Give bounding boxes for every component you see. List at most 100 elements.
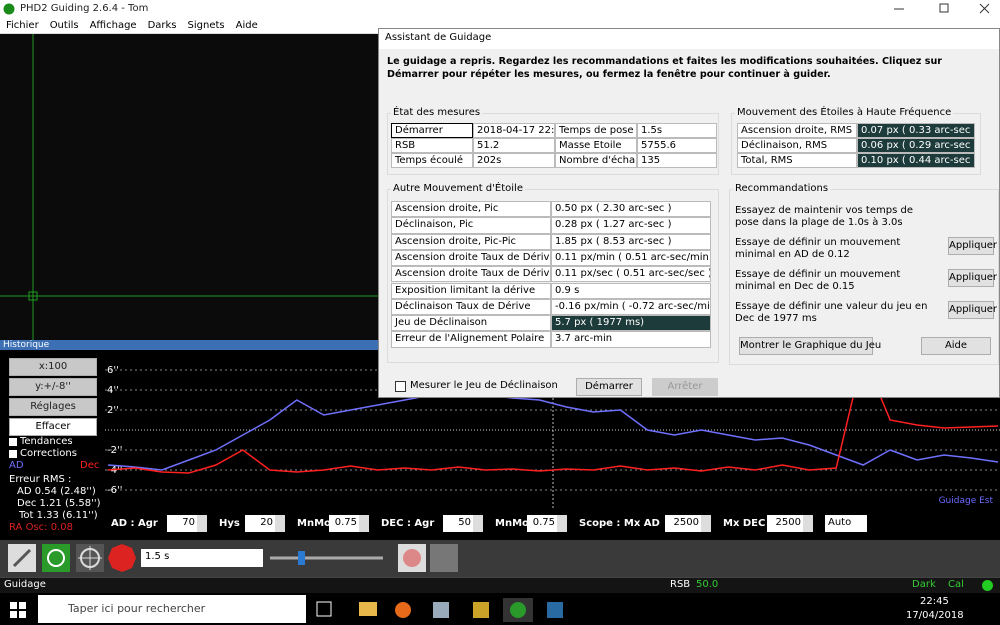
spin-button[interactable] xyxy=(359,515,369,532)
show-backlash-graph-button[interactable]: Montrer le Graphique du Jeu xyxy=(739,337,881,355)
stop-button: Arrêter xyxy=(652,378,718,396)
window-controls[interactable] xyxy=(880,0,1000,18)
table-cell: 0.11 px/sec ( 0.51 arc-sec/sec ) xyxy=(551,266,711,283)
history-button[interactable]: y:+/-8'' xyxy=(9,378,97,396)
menu-item[interactable]: Aide xyxy=(235,20,258,31)
table-cell: Ascension droite, RMS xyxy=(737,123,857,138)
y-tick-label: -4'' xyxy=(107,465,122,476)
apply-button[interactable]: Appliquer xyxy=(948,237,997,255)
history-button[interactable]: x:100 xyxy=(9,358,97,376)
spin-button[interactable] xyxy=(557,515,567,532)
menu-item[interactable]: Outils xyxy=(49,20,79,31)
recommendation-text: Essaye de définir une valeur du jeu en D… xyxy=(735,301,928,324)
checkbox[interactable] xyxy=(395,381,406,392)
table-cell: Déclinaison, RMS xyxy=(737,138,857,153)
search-box[interactable]: Taper ici pour rechercher xyxy=(38,595,306,623)
rms-value: Dec 1.21 (5.58'') xyxy=(17,498,101,509)
checkbox[interactable] xyxy=(9,438,17,446)
spin-button[interactable] xyxy=(701,515,711,532)
table-cell: Exposition limitant la dérive xyxy=(391,282,551,299)
menu-item[interactable]: Fichier xyxy=(6,20,39,31)
menu-item[interactable]: Darks xyxy=(147,20,177,31)
series-line xyxy=(107,394,999,471)
start-button[interactable] xyxy=(10,602,26,618)
table-cell: Nombre d'échantil xyxy=(555,153,637,168)
table-cell: Ascension droite, Pic xyxy=(391,201,551,218)
table-cell: 5.7 px ( 1977 ms) xyxy=(551,315,711,332)
help-button[interactable]: Aide xyxy=(921,337,991,355)
checkbox-label: Corrections xyxy=(20,448,77,459)
table-cell: 0.28 px ( 1.27 arc-sec ) xyxy=(551,217,711,234)
window-title: PHD2 Guiding 2.6.4 - Tom xyxy=(20,3,149,14)
group-title: Autre Mouvement d'Étoile xyxy=(391,183,525,194)
tool-icons[interactable] xyxy=(8,544,138,572)
field-input[interactable]: 50 xyxy=(443,515,473,532)
menu-item[interactable]: Signets xyxy=(187,20,225,31)
table-cell: 0.9 s xyxy=(551,282,711,299)
measures-group xyxy=(387,113,719,175)
table-cell: Démarrer xyxy=(391,123,473,138)
dialog-intro: Le guidage a repris. Regardez les recomm… xyxy=(387,56,942,80)
mode-select[interactable]: Auto xyxy=(825,515,867,532)
checkbox[interactable] xyxy=(9,450,17,458)
recommendation-text: Essaye de définir un mouvement minimal e… xyxy=(735,269,901,292)
dark-status: Dark xyxy=(912,579,936,590)
history-button[interactable]: Réglages xyxy=(9,398,97,416)
status-text: Guidage xyxy=(4,579,46,590)
field-label: MnMo xyxy=(297,518,331,529)
title-bar: PHD2 Guiding 2.6.4 - Tom xyxy=(0,0,1000,18)
taskbar-icons[interactable] xyxy=(315,598,575,622)
table-cell: RSB xyxy=(391,138,473,153)
table-cell: Temps écoulé xyxy=(391,153,473,168)
checkbox-label: Mesurer le Jeu de Déclinaison xyxy=(410,380,558,391)
table-cell: Total, RMS xyxy=(737,153,857,168)
group-title: État des mesures xyxy=(391,107,483,118)
status-led xyxy=(982,580,993,591)
table-cell: 0.07 px ( 0.33 arc-sec ) xyxy=(857,123,975,138)
field-input[interactable]: 2500 xyxy=(665,515,701,532)
recommendations-group xyxy=(729,189,999,365)
apply-button[interactable]: Appliquer xyxy=(948,269,997,287)
snr-value: 50.0 xyxy=(696,579,719,590)
table-cell: 0.11 px/min ( 0.51 arc-sec/min ) xyxy=(551,249,711,267)
spin-button[interactable] xyxy=(473,515,483,532)
field-label: MnMo xyxy=(495,518,529,529)
table-cell: Ascension droite, Pic-Pic xyxy=(391,233,551,250)
field-input[interactable]: 70 xyxy=(167,515,197,532)
rms-value: AD 0.54 (2.48'') xyxy=(17,486,96,497)
brain-icons[interactable] xyxy=(398,544,458,572)
clear-button[interactable]: Effacer xyxy=(9,418,97,436)
field-label: Scope : Mx AD xyxy=(579,518,660,529)
checkbox-label: Tendances xyxy=(20,436,73,447)
legend-dec: Dec xyxy=(80,460,100,471)
gain-slider[interactable] xyxy=(268,548,388,568)
spin-button[interactable] xyxy=(275,515,285,532)
menu-item[interactable]: Affichage xyxy=(89,20,137,31)
y-tick-label: 2'' xyxy=(107,405,119,416)
spin-button[interactable] xyxy=(803,515,813,532)
field-input[interactable]: 0.75 xyxy=(527,515,557,532)
cal-status: Cal xyxy=(948,579,964,590)
guiding-assistant-dialog: Assistant de Guidage Le guidage a repris.… xyxy=(378,28,1000,398)
other-group xyxy=(387,189,719,363)
apply-button[interactable]: Appliquer xyxy=(948,301,997,319)
start-button[interactable]: Démarrer xyxy=(576,378,642,396)
table-cell: Masse Etoile xyxy=(555,138,637,153)
exposure-select[interactable]: 1.5 s xyxy=(141,549,263,567)
clock-time: 22:45 xyxy=(920,596,949,607)
field-input[interactable]: 0.75 xyxy=(329,515,359,532)
field-input[interactable]: 20 xyxy=(245,515,275,532)
spin-button[interactable] xyxy=(197,515,207,532)
recommendation-text: Essayez de maintenir vos temps de pose d… xyxy=(735,205,913,228)
field-input[interactable]: 2500 xyxy=(767,515,803,532)
table-cell: Temps de pose xyxy=(555,123,637,138)
guide-direction: Guidage Est xyxy=(939,496,994,506)
history-title: Historique xyxy=(3,340,50,350)
table-cell: 2018-04-17 22:40:22 xyxy=(473,123,555,138)
table-cell: 3.7 arc-min xyxy=(551,331,711,348)
field-label: Mx DEC xyxy=(723,518,766,529)
snr-label: RSB xyxy=(670,579,691,590)
app-icon xyxy=(3,3,15,15)
ra-oscillation: RA Osc: 0.08 xyxy=(9,522,73,533)
